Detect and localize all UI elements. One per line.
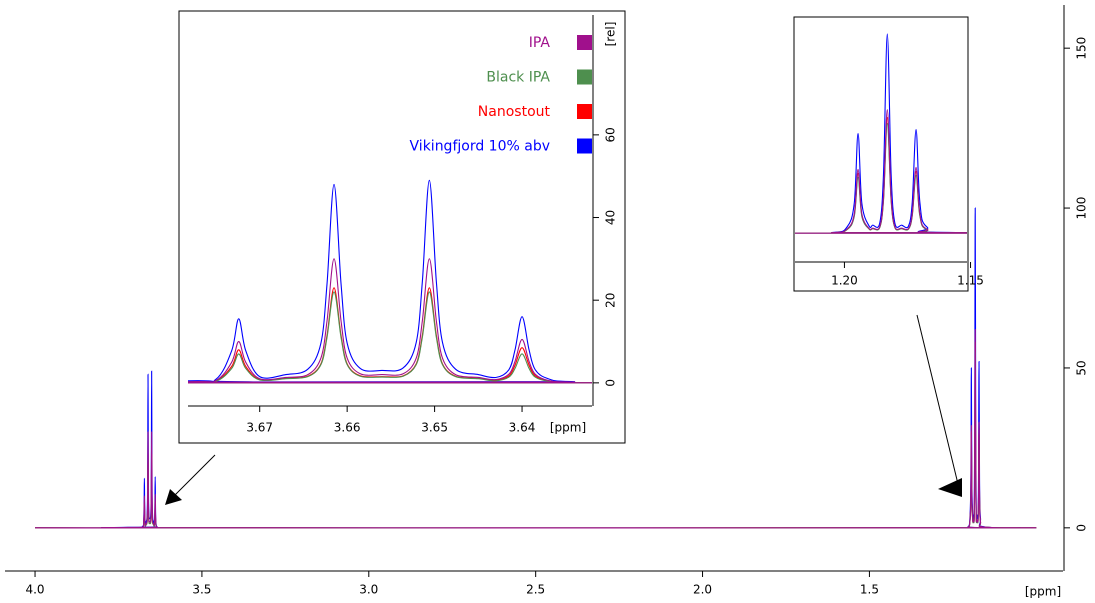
legend-label: Vikingfjord 10% abv bbox=[410, 139, 550, 155]
arrow-head bbox=[938, 478, 962, 497]
x-axis-label: [ppm] bbox=[550, 421, 586, 435]
spectrum-line bbox=[795, 33, 967, 234]
legend-label: Nanostout bbox=[478, 104, 551, 120]
arrow bbox=[916, 314, 959, 485]
spectrum-line bbox=[188, 179, 592, 384]
legend-swatch bbox=[577, 104, 592, 119]
legend-swatch bbox=[577, 138, 592, 154]
x-tick-label: 3.64 bbox=[509, 421, 536, 435]
inset-frame bbox=[793, 16, 969, 292]
legend-label: IPA bbox=[529, 35, 551, 51]
spectrum-line bbox=[35, 328, 1037, 529]
x-tick-label: 3.0 bbox=[359, 583, 378, 597]
legend-swatch bbox=[577, 69, 592, 85]
x-tick-label: 2.0 bbox=[693, 583, 712, 597]
inset-plot: 1.20 1.15 bbox=[795, 33, 984, 288]
x-tick-label: 3.67 bbox=[246, 421, 273, 435]
legend-swatch bbox=[577, 35, 592, 50]
y-tick-label: 150 bbox=[1075, 37, 1089, 60]
x-tick-label: 2.5 bbox=[526, 583, 545, 597]
x-tick-label: 4.0 bbox=[25, 583, 44, 597]
y-tick-label: 0 bbox=[1075, 524, 1089, 532]
x-tick-label: 3.5 bbox=[192, 583, 211, 597]
legend-label: Black IPA bbox=[486, 70, 550, 86]
main-plot: 4.0 3.5 3.0 2.5 2.0 1.5 0 50 100 150 [ppm] bbox=[5, 5, 1089, 599]
arrow bbox=[173, 454, 216, 497]
y-tick-label: 20 bbox=[604, 293, 618, 308]
arrow-head bbox=[165, 489, 182, 505]
x-tick-label: 3.66 bbox=[334, 421, 361, 435]
inset-frame bbox=[178, 10, 626, 444]
y-tick-label: 60 bbox=[604, 127, 618, 142]
x-tick-label: 1.5 bbox=[860, 583, 879, 597]
y-tick-label: 40 bbox=[604, 210, 618, 225]
y-axis-label: [rel] bbox=[604, 22, 618, 47]
y-tick-label: 0 bbox=[604, 379, 618, 387]
x-tick-label: 1.15 bbox=[957, 274, 984, 288]
spectrum-line bbox=[795, 109, 967, 234]
x-tick-label: 3.65 bbox=[421, 421, 448, 435]
spectrum-line bbox=[188, 291, 592, 384]
x-axis-label: [ppm] bbox=[1025, 585, 1061, 599]
x-tick-label: 1.20 bbox=[831, 274, 858, 288]
y-tick-label: 100 bbox=[1075, 197, 1089, 220]
inset-plot: 3.67 3.66 3.65 3.64 0 20 40 60 [ppm] [rel] IPA Blac… bbox=[188, 15, 618, 435]
y-tick-label: 50 bbox=[1075, 360, 1089, 375]
spectrum-line bbox=[188, 258, 592, 384]
